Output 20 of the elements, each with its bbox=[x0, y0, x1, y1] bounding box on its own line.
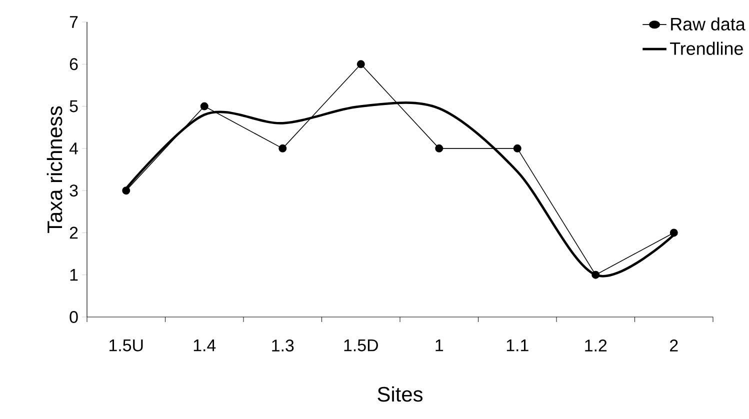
legend-label: Raw data bbox=[671, 17, 746, 30]
x-axis-title: Sites bbox=[378, 386, 422, 402]
y-tick-label: 5 bbox=[70, 100, 78, 112]
x-tick-label: 2 bbox=[670, 340, 678, 352]
x-tick-label: 1.2 bbox=[585, 340, 607, 352]
y-tick-label: 3 bbox=[70, 184, 78, 197]
x-tick-label: 1.1 bbox=[506, 340, 528, 352]
x-tick-label: 1.5U bbox=[110, 340, 143, 352]
y-tick-label: 0 bbox=[70, 311, 78, 323]
y-tick-label: 4 bbox=[69, 142, 78, 154]
x-tick-label: 1.3 bbox=[272, 340, 294, 352]
y-tick-label: 1 bbox=[70, 269, 78, 281]
x-tick-label: 1.4 bbox=[194, 340, 216, 352]
y-axis-title: Taxa richness bbox=[46, 106, 62, 233]
y-tick-label: 2 bbox=[70, 226, 78, 239]
x-tick-label: 1.5D bbox=[344, 340, 378, 352]
x-tick-label: 1 bbox=[436, 340, 444, 352]
y-tick-label: 6 bbox=[70, 58, 78, 70]
legend-label: Trendline bbox=[670, 42, 743, 55]
y-tick-label: 7 bbox=[70, 16, 78, 28]
